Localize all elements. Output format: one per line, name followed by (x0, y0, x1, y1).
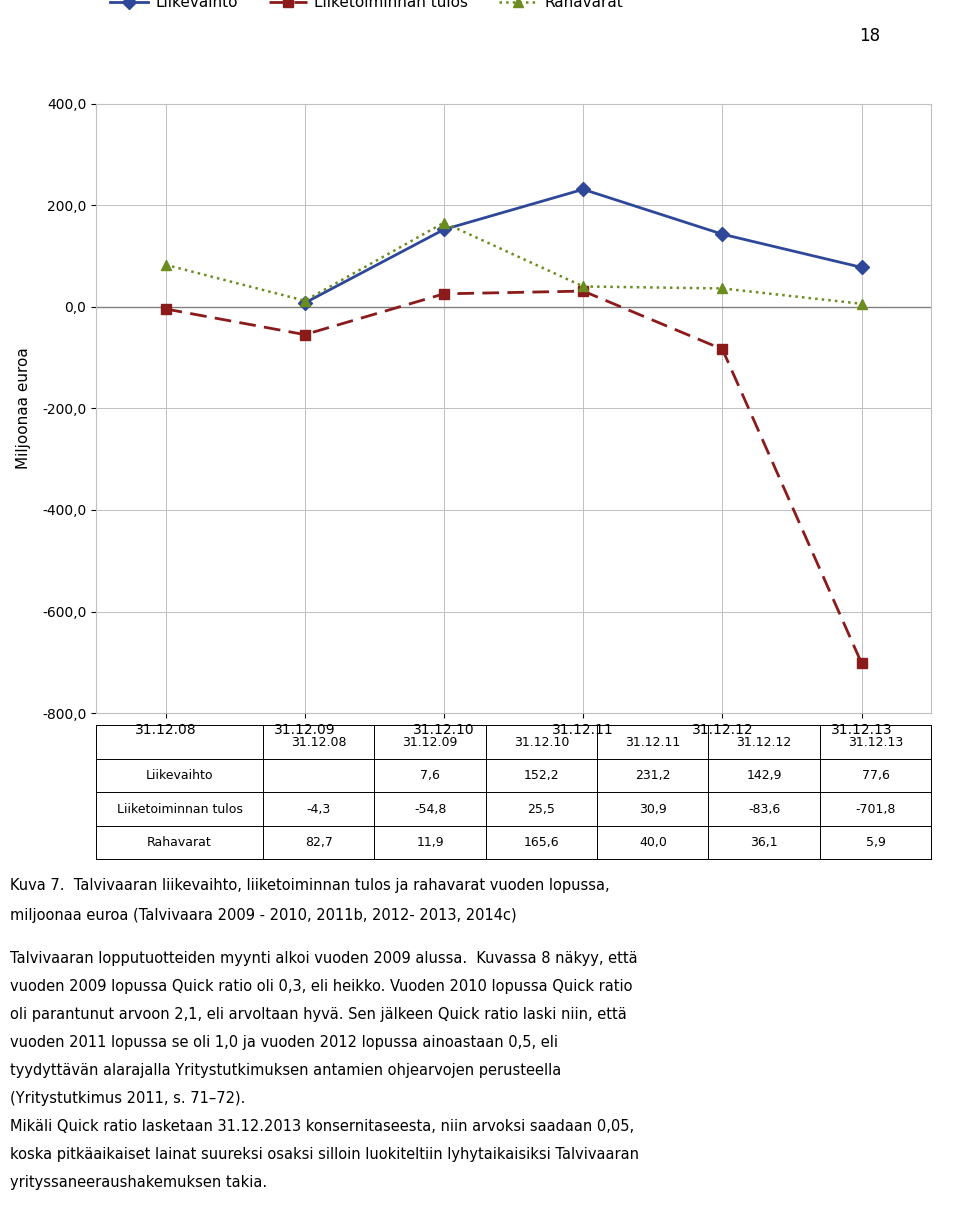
Text: 31.12.11: 31.12.11 (625, 735, 681, 748)
Text: 31.12.09: 31.12.09 (402, 735, 458, 748)
Text: Talvivaaran lopputuotteiden myynti alkoi vuoden 2009 alussa.  Kuvassa 8 näkyy, e: Talvivaaran lopputuotteiden myynti alkoi… (10, 951, 637, 965)
Text: 31.12.13: 31.12.13 (848, 735, 903, 748)
Text: 142,9: 142,9 (747, 769, 781, 783)
Text: 40,0: 40,0 (638, 836, 667, 850)
Text: 7,6: 7,6 (420, 769, 440, 783)
Text: 31.12.08: 31.12.08 (291, 735, 347, 748)
Text: -4,3: -4,3 (306, 802, 331, 816)
Text: vuoden 2011 lopussa se oli 1,0 ja vuoden 2012 lopussa ainoastaan 0,5, eli: vuoden 2011 lopussa se oli 1,0 ja vuoden… (10, 1035, 558, 1050)
Text: -83,6: -83,6 (748, 802, 780, 816)
Legend: Liikevaihto, Liiketoiminnan tulos, Rahavarat: Liikevaihto, Liiketoiminnan tulos, Rahav… (104, 0, 630, 17)
Text: 31.12.10: 31.12.10 (514, 735, 569, 748)
Text: koska pitkäaikaiset lainat suureksi osaksi silloin luokiteltiin lyhytaikaisiksi : koska pitkäaikaiset lainat suureksi osak… (10, 1147, 638, 1162)
Text: Rahavarat: Rahavarat (147, 836, 212, 850)
Text: Kuva 7.  Talvivaaran liikevaihto, liiketoiminnan tulos ja rahavarat vuoden lopus: Kuva 7. Talvivaaran liikevaihto, liiketo… (10, 878, 610, 892)
Text: 36,1: 36,1 (751, 836, 778, 850)
Text: 25,5: 25,5 (528, 802, 556, 816)
Text: 82,7: 82,7 (305, 836, 333, 850)
Text: 5,9: 5,9 (866, 836, 885, 850)
Text: -701,8: -701,8 (855, 802, 896, 816)
Text: 18: 18 (859, 27, 880, 45)
Text: 11,9: 11,9 (417, 836, 444, 850)
Text: Liiketoiminnan tulos: Liiketoiminnan tulos (116, 802, 243, 816)
Text: yrityssaneeraushakemuksen takia.: yrityssaneeraushakemuksen takia. (10, 1175, 267, 1190)
Text: 152,2: 152,2 (523, 769, 560, 783)
Text: miljoonaa euroa (Talvivaara 2009 - 2010, 2011b, 2012- 2013, 2014c): miljoonaa euroa (Talvivaara 2009 - 2010,… (10, 908, 516, 923)
Text: 31.12.12: 31.12.12 (736, 735, 792, 748)
Text: 231,2: 231,2 (636, 769, 671, 783)
Text: oli parantunut arvoon 2,1, eli arvoltaan hyvä. Sen jälkeen Quick ratio laski nii: oli parantunut arvoon 2,1, eli arvoltaan… (10, 1007, 626, 1022)
Text: 165,6: 165,6 (523, 836, 560, 850)
Text: vuoden 2009 lopussa Quick ratio oli 0,3, eli heikko. Vuoden 2010 lopussa Quick r: vuoden 2009 lopussa Quick ratio oli 0,3,… (10, 979, 632, 993)
Text: 30,9: 30,9 (639, 802, 666, 816)
Text: Mikäli Quick ratio lasketaan 31.12.2013 konsernitaseesta, niin arvoksi saadaan 0: Mikäli Quick ratio lasketaan 31.12.2013 … (10, 1119, 634, 1134)
Text: Liikevaihto: Liikevaihto (146, 769, 213, 783)
Text: tyydyttävän alarajalla Yritystutkimuksen antamien ohjearvojen perusteella: tyydyttävän alarajalla Yritystutkimuksen… (10, 1063, 561, 1078)
Text: (Yritystutkimus 2011, s. 71–72).: (Yritystutkimus 2011, s. 71–72). (10, 1091, 245, 1106)
Text: -54,8: -54,8 (414, 802, 446, 816)
Y-axis label: Miljoonaa euroa: Miljoonaa euroa (15, 347, 31, 469)
Text: 77,6: 77,6 (861, 769, 890, 783)
